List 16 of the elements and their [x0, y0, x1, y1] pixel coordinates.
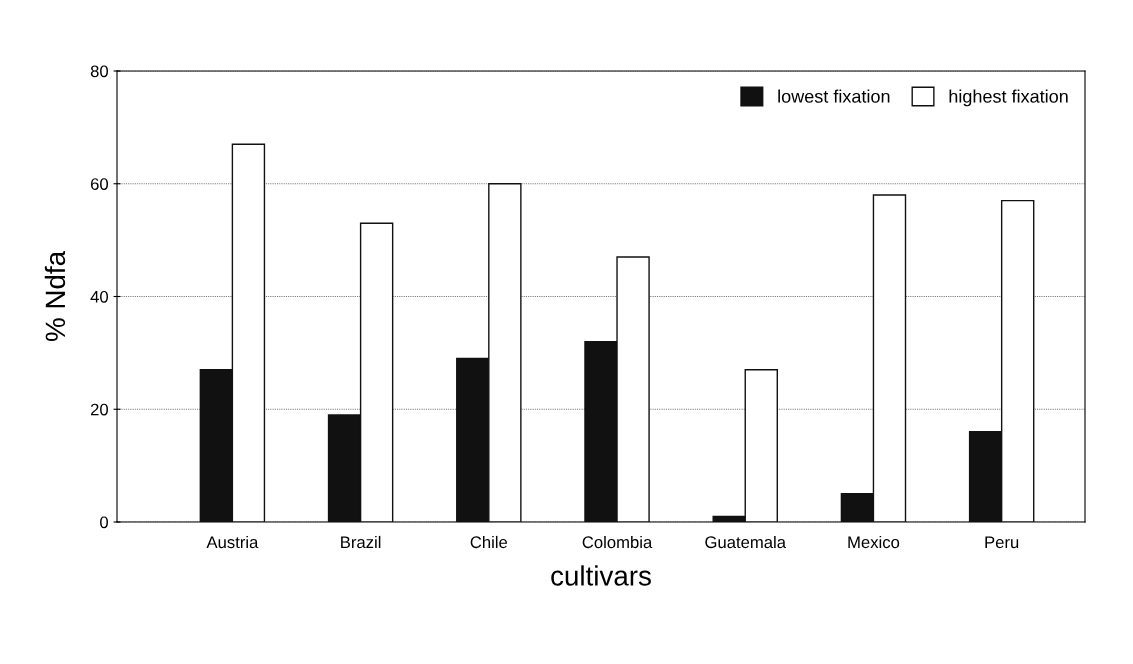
x-tick-label: Chile [470, 535, 508, 549]
x-tick-label: Peru [985, 536, 1019, 549]
legend-label: lowest fixation [778, 89, 890, 103]
y-tick-label: 60 [90, 178, 109, 190]
y-axis-title: % Ndfa [44, 250, 66, 342]
x-tick-label: Colombia [582, 535, 653, 549]
legend-label: highest fixation [949, 89, 1068, 107]
x-tick-label: Brazil [341, 535, 381, 549]
x-tick-label: Mexico [848, 535, 900, 549]
y-tick-label: 20 [90, 403, 109, 416]
y-tick-label: 0 [100, 516, 109, 529]
y-tick-label: 40 [90, 290, 109, 303]
x-tick-label: Guatemala [705, 535, 786, 549]
x-tick-label: Austria [206, 535, 259, 549]
y-tick-label: 80 [90, 65, 109, 78]
x-axis-title: cultivars [551, 565, 651, 586]
